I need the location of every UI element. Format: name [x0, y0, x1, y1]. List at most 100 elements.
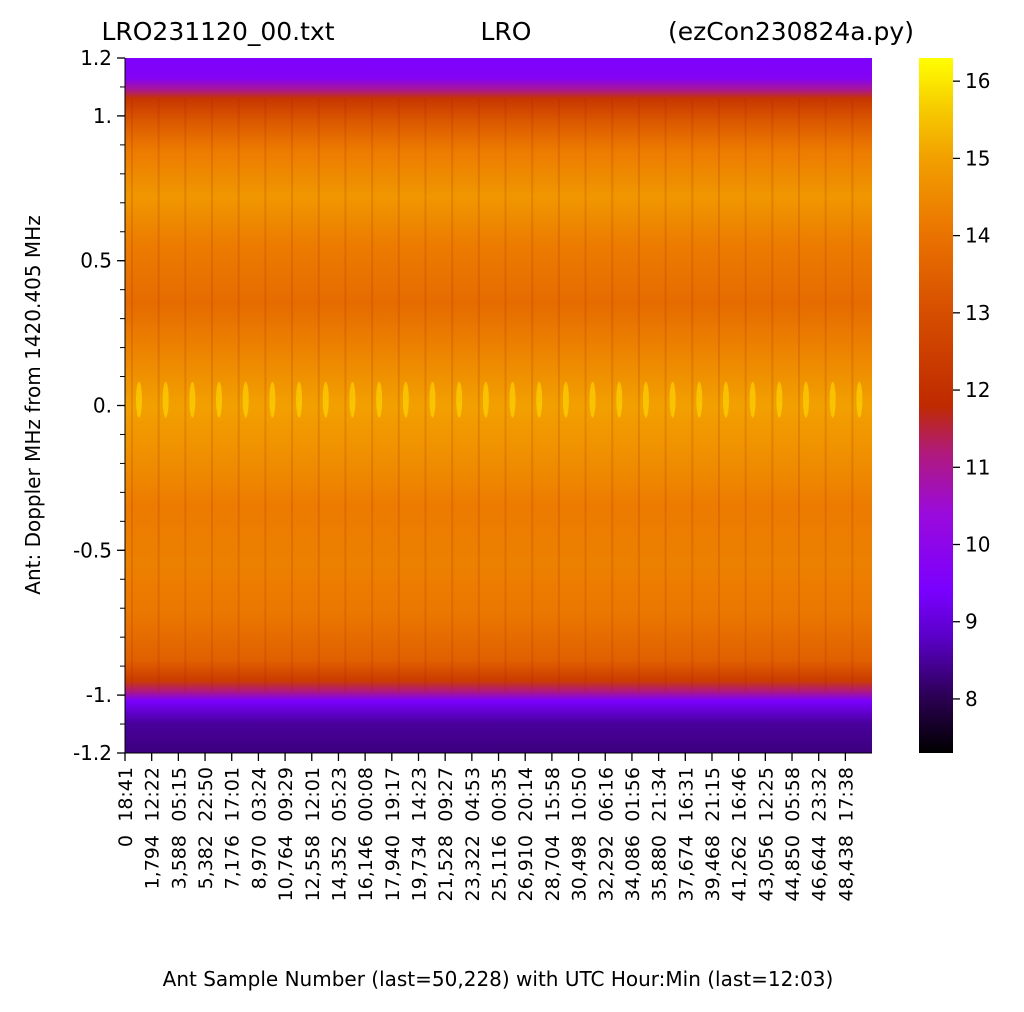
- x-tick-time-label: 22:50: [195, 767, 217, 822]
- heatmap-streak: [851, 98, 854, 693]
- x-tick-sample-label: 10,764: [275, 835, 297, 901]
- heatmap-streak: [611, 98, 614, 693]
- heatmap-streak: [397, 98, 400, 693]
- heatmap-streak: [211, 98, 214, 693]
- heatmap-streak: [184, 98, 187, 693]
- heatmap-peak-glint: [162, 381, 169, 418]
- x-tick-sample-label: 41,262: [729, 835, 751, 901]
- heatmap-streak: [344, 98, 347, 693]
- x-tick-sample-label: 5,382: [195, 835, 217, 889]
- y-tick-label: 0.: [93, 394, 112, 418]
- heatmap-peak-glint: [803, 381, 810, 418]
- x-tick-time-label: 16:31: [675, 767, 697, 822]
- x-tick-time-label: 17:38: [835, 767, 857, 822]
- x-tick-time-label: 04:53: [462, 767, 484, 822]
- x-tick-sample-label: 14,352: [328, 835, 350, 901]
- x-tick-time-label: 12:22: [142, 767, 164, 822]
- heatmap-streak: [504, 98, 507, 693]
- chart-title-right: (ezCon230824a.py): [668, 17, 914, 46]
- x-tick-time-label: 09:29: [275, 767, 297, 822]
- heatmap-peak-glint: [136, 381, 142, 418]
- x-tick-time-label: 05:15: [168, 767, 190, 822]
- y-axis-label: Ant: Doppler MHz from 1420.405 MHz: [21, 215, 45, 594]
- x-tick-time-label: 12:25: [755, 767, 777, 822]
- heatmap-plot-area: [125, 58, 872, 753]
- x-tick-sample-label: 30,498: [569, 835, 591, 901]
- x-tick-time-label: 12:01: [302, 767, 324, 822]
- x-tick-time-label: 09:27: [435, 767, 457, 822]
- heatmap-streak: [744, 98, 747, 693]
- heatmap-streak: [237, 98, 240, 693]
- heatmap-peak-glint: [429, 381, 436, 418]
- heatmap-peak-glint: [296, 381, 303, 418]
- heatmap-streak: [477, 98, 480, 693]
- heatmap-peak-glint: [722, 381, 729, 418]
- x-tick-sample-label: 34,086: [622, 835, 644, 901]
- heatmap-streak: [371, 98, 374, 693]
- y-tick-label: 1.2: [80, 46, 112, 70]
- x-tick-sample-label: 17,940: [382, 835, 404, 901]
- x-tick-sample-label: 3,588: [168, 835, 190, 889]
- colorbar-tick-label: 13: [965, 301, 990, 325]
- x-tick-time-label: 00:08: [355, 767, 377, 822]
- x-tick-sample-label: 26,910: [515, 835, 537, 901]
- x-tick-sample-label: 39,468: [702, 835, 724, 901]
- heatmap-streak: [264, 98, 267, 693]
- heatmap-peak-glint: [696, 381, 703, 418]
- x-tick-time-label: 23:32: [809, 767, 831, 822]
- heatmap-streak: [824, 98, 827, 693]
- x-tick-sample-label: 21,528: [435, 835, 457, 901]
- y-tick-label: -1.2: [73, 741, 112, 765]
- colorbar-tick-label: 9: [965, 610, 978, 634]
- heatmap-streak: [691, 98, 694, 693]
- heatmap-streaks: [131, 98, 863, 693]
- heatmap-peak-glint: [749, 381, 756, 418]
- x-tick-time-label: 14:23: [408, 767, 430, 822]
- x-tick-sample-label: 7,176: [222, 835, 244, 889]
- x-tick-time-label: 21:34: [649, 767, 671, 822]
- x-tick-time-label: 21:15: [702, 767, 724, 822]
- x-tick-time-label: 01:56: [622, 767, 644, 822]
- heatmap-streak: [557, 98, 560, 693]
- heatmap-streak: [451, 98, 454, 693]
- x-tick-time-label: 10:50: [569, 767, 591, 822]
- y-tick-label: 0.5: [80, 249, 112, 273]
- colorbar-tick-label: 11: [965, 455, 990, 479]
- y-tick-label: -1.: [86, 683, 112, 707]
- heatmap-peak-glint: [242, 381, 249, 418]
- heatmap-streak: [291, 98, 294, 693]
- colorbar-tick-label: 10: [965, 533, 990, 557]
- heatmap-streak: [531, 98, 534, 693]
- colorbar-tick-label: 14: [965, 224, 990, 248]
- heatmap-peak-glint: [589, 381, 596, 418]
- colorbar-tick-label: 8: [965, 687, 978, 711]
- heatmap-streak: [664, 98, 667, 693]
- x-tick-sample-label: 12,558: [302, 835, 324, 901]
- heatmap-peak-glint: [189, 381, 196, 418]
- heatmap-peak-glint: [376, 381, 383, 418]
- heatmap-band-fill: [125, 58, 872, 753]
- x-tick-time-label: 05:23: [328, 767, 350, 822]
- x-tick-time-label: 00:35: [489, 767, 511, 822]
- x-tick-sample-label: 19,734: [408, 835, 430, 901]
- heatmap-peak-glint: [269, 381, 276, 418]
- heatmap-streak: [157, 98, 160, 693]
- x-tick-time-label: 18:41: [115, 767, 137, 822]
- x-tick-sample-label: 28,704: [542, 835, 564, 901]
- x-tick-sample-label: 37,674: [675, 835, 697, 901]
- heatmap-peak-glint: [829, 381, 836, 418]
- x-tick-sample-label: 32,292: [595, 835, 617, 901]
- x-tick-sample-label: 8,970: [248, 835, 270, 889]
- colorbar-tick-label: 12: [965, 378, 990, 402]
- heatmap-peak-glint: [562, 381, 569, 418]
- x-tick-sample-label: 48,438: [835, 835, 857, 901]
- heatmap-peak-glint: [776, 381, 783, 418]
- heatmap-streak: [798, 98, 801, 693]
- colorbar-tick-label: 16: [965, 69, 990, 93]
- x-tick-time-label: 17:01: [222, 767, 244, 822]
- heatmap-peak-glint: [456, 381, 463, 418]
- heatmap-streak: [771, 98, 774, 693]
- heatmap-peak-glint: [349, 381, 356, 418]
- x-tick-time-label: 15:58: [542, 767, 564, 822]
